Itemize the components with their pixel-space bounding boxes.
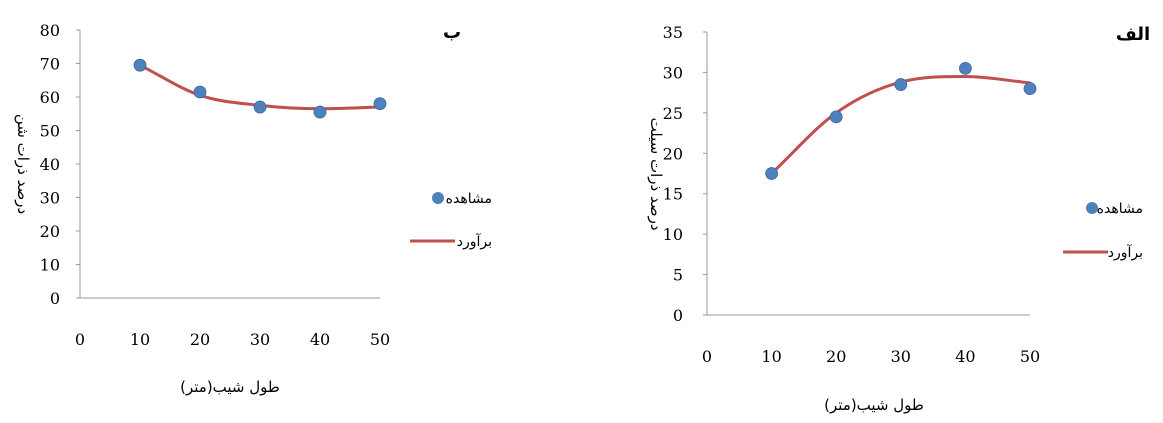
data-point-observed (313, 105, 327, 119)
chart-panel-0: 0 10 20 30 40 50 60 70 80 0 10 20 30 40 50 ب درصد ذرات ش… (14, 21, 492, 396)
data-point-observed (193, 85, 207, 99)
x-tick-label: 30 (250, 330, 270, 349)
legend-label-observed: مشاهده (446, 191, 492, 207)
legend-marker-observed (1086, 202, 1098, 214)
x-tick-label: 50 (370, 330, 390, 349)
data-point-observed (373, 97, 387, 111)
x-tick-label: 50 (1020, 347, 1040, 366)
x-axis-label: طول شیب(متر) (180, 378, 280, 396)
y-tick-label: 35 (663, 23, 683, 42)
series-line-estimate (770, 74, 1032, 175)
legend-marker-observed (432, 192, 444, 204)
y-tick-label: 80 (40, 21, 60, 40)
data-point-observed (829, 110, 843, 124)
data-point-observed (765, 167, 778, 180)
y-tick-label: 40 (40, 155, 60, 174)
legend: مشاهده برآورد (410, 191, 492, 250)
chart-title: ب (443, 22, 461, 43)
x-tick-label: 40 (955, 347, 975, 366)
y-tick-label: 10 (40, 256, 60, 275)
y-tick-label: 25 (663, 104, 683, 123)
data-point-observed (894, 78, 908, 91)
y-tick-label: 10 (663, 225, 683, 244)
x-tick-label: 10 (761, 347, 781, 366)
x-tick-label: 10 (130, 330, 150, 349)
chart-panel-1: 0 5 10 15 20 25 30 35 0 10 20 30 40 50 الف درصد ذرات سی… (647, 23, 1150, 414)
data-point-observed (959, 61, 972, 75)
y-tick-label: 0 (673, 306, 683, 325)
y-tick-label: 20 (663, 144, 683, 163)
y-tick-label: 50 (40, 122, 60, 141)
x-tick-label: 30 (891, 347, 911, 366)
x-tick-label: 0 (75, 330, 85, 349)
legend-label-estimate: برآورد (457, 233, 492, 250)
x-tick-label: 20 (826, 347, 846, 366)
x-tick-label: 20 (190, 330, 210, 349)
y-tick-label: 30 (40, 189, 60, 208)
x-axis-label: طول شیب(متر) (824, 396, 924, 414)
y-tick-label: 30 (663, 63, 683, 82)
y-tick-label: 5 (673, 266, 683, 285)
data-point-observed (1023, 82, 1037, 95)
legend: مشاهده برآورد (1063, 201, 1143, 261)
y-tick-label: 20 (40, 222, 60, 241)
y-tick-label: 0 (50, 289, 60, 308)
data-point-observed (253, 100, 267, 114)
y-tick-label: 15 (663, 185, 683, 204)
y-tick-label: 60 (40, 88, 60, 107)
legend-label-observed: مشاهده (1097, 201, 1143, 217)
legend-label-estimate: برآورد (1108, 244, 1143, 261)
x-tick-label: 0 (702, 347, 712, 366)
y-tick-label: 70 (40, 55, 60, 74)
y-axis-label: درصد ذرات سیلت (647, 117, 665, 230)
y-axis-label: درصد ذرات شن (14, 114, 32, 214)
x-tick-label: 40 (310, 330, 330, 349)
chart-title: الف (1116, 24, 1150, 45)
data-point-observed (133, 58, 147, 72)
